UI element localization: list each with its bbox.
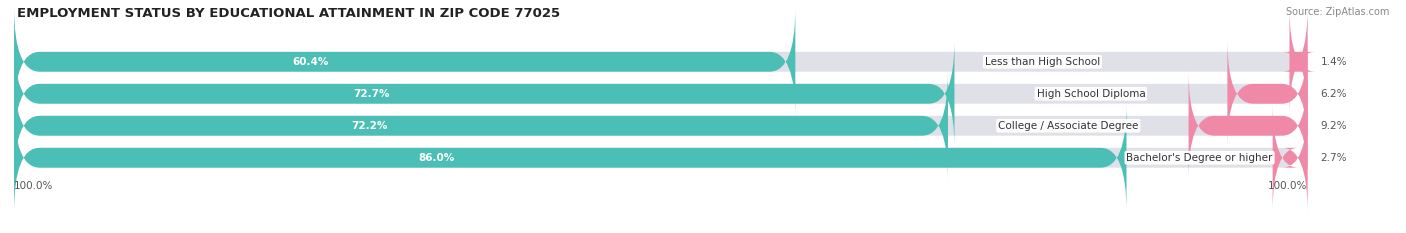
Text: Source: ZipAtlas.com: Source: ZipAtlas.com bbox=[1285, 7, 1389, 17]
Text: Bachelor's Degree or higher: Bachelor's Degree or higher bbox=[1126, 153, 1272, 163]
Legend: In Labor Force, Unemployed: In Labor Force, Unemployed bbox=[567, 231, 755, 233]
Text: 100.0%: 100.0% bbox=[1268, 181, 1308, 191]
FancyBboxPatch shape bbox=[1282, 8, 1316, 116]
Text: Less than High School: Less than High School bbox=[984, 57, 1099, 67]
Text: College / Associate Degree: College / Associate Degree bbox=[998, 121, 1139, 131]
Text: 86.0%: 86.0% bbox=[419, 153, 456, 163]
FancyBboxPatch shape bbox=[1188, 72, 1308, 180]
FancyBboxPatch shape bbox=[14, 40, 955, 148]
Text: High School Diploma: High School Diploma bbox=[1036, 89, 1146, 99]
FancyBboxPatch shape bbox=[1227, 40, 1308, 148]
Text: 72.2%: 72.2% bbox=[350, 121, 387, 131]
Text: 1.4%: 1.4% bbox=[1320, 57, 1347, 67]
FancyBboxPatch shape bbox=[14, 72, 1308, 180]
Text: 6.2%: 6.2% bbox=[1320, 89, 1347, 99]
FancyBboxPatch shape bbox=[14, 40, 1308, 148]
Text: 9.2%: 9.2% bbox=[1320, 121, 1347, 131]
Text: EMPLOYMENT STATUS BY EDUCATIONAL ATTAINMENT IN ZIP CODE 77025: EMPLOYMENT STATUS BY EDUCATIONAL ATTAINM… bbox=[17, 7, 560, 20]
FancyBboxPatch shape bbox=[14, 8, 1308, 116]
Text: 2.7%: 2.7% bbox=[1320, 153, 1347, 163]
FancyBboxPatch shape bbox=[14, 104, 1308, 212]
Text: 60.4%: 60.4% bbox=[292, 57, 329, 67]
FancyBboxPatch shape bbox=[14, 8, 796, 116]
FancyBboxPatch shape bbox=[1272, 104, 1308, 212]
Text: 72.7%: 72.7% bbox=[353, 89, 389, 99]
FancyBboxPatch shape bbox=[14, 72, 948, 180]
FancyBboxPatch shape bbox=[14, 104, 1126, 212]
Text: 100.0%: 100.0% bbox=[14, 181, 53, 191]
